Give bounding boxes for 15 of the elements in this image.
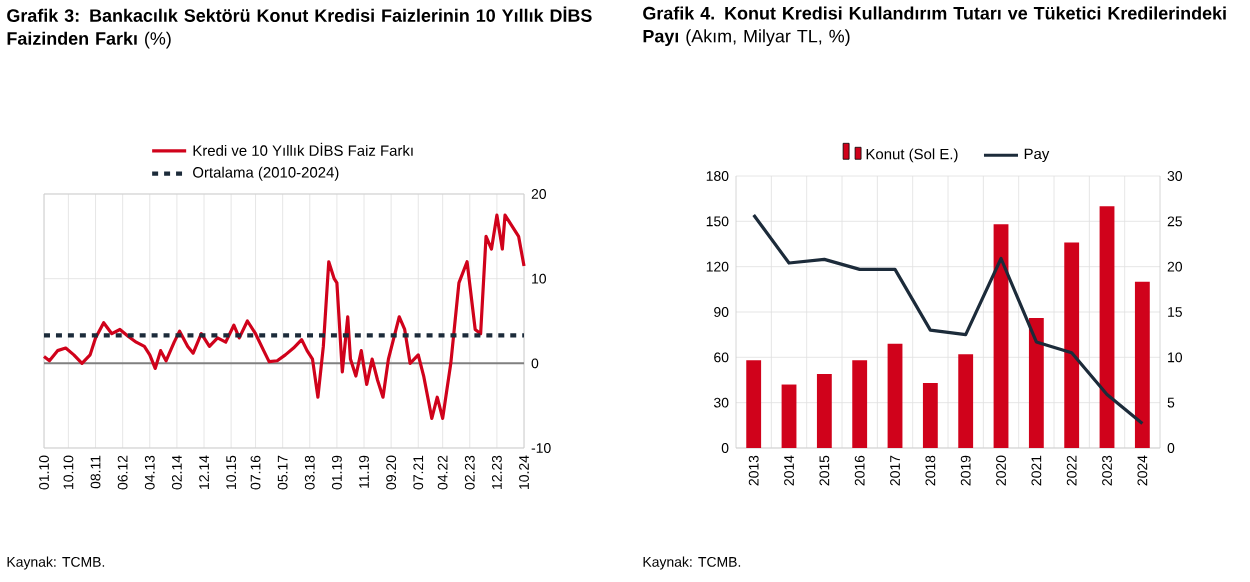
bar: [781, 384, 797, 448]
bar: [958, 354, 974, 448]
bar: [1134, 281, 1150, 448]
bar: [887, 343, 903, 448]
bar: [922, 383, 938, 448]
bar: [1028, 318, 1044, 448]
chart-title: Grafik 3: Bankacılık Sektörü Konut Kredisi Faizlerinin 10 Yıllık DİBS Faizinden Farkı (%): [7, 6, 592, 49]
bar: [746, 360, 762, 448]
line-series: [752, 213, 1144, 426]
bar: [816, 373, 832, 448]
bar: [993, 224, 1009, 448]
bar: [852, 360, 868, 448]
bar: [1099, 206, 1115, 448]
chart-title: Grafik 4. Konut Kredisi Kullandırım Tutarı ve Tüketici Kredilerindeki Payı (Akım, Milyar TL, %): [643, 6, 1226, 47]
bar: [1064, 242, 1080, 448]
